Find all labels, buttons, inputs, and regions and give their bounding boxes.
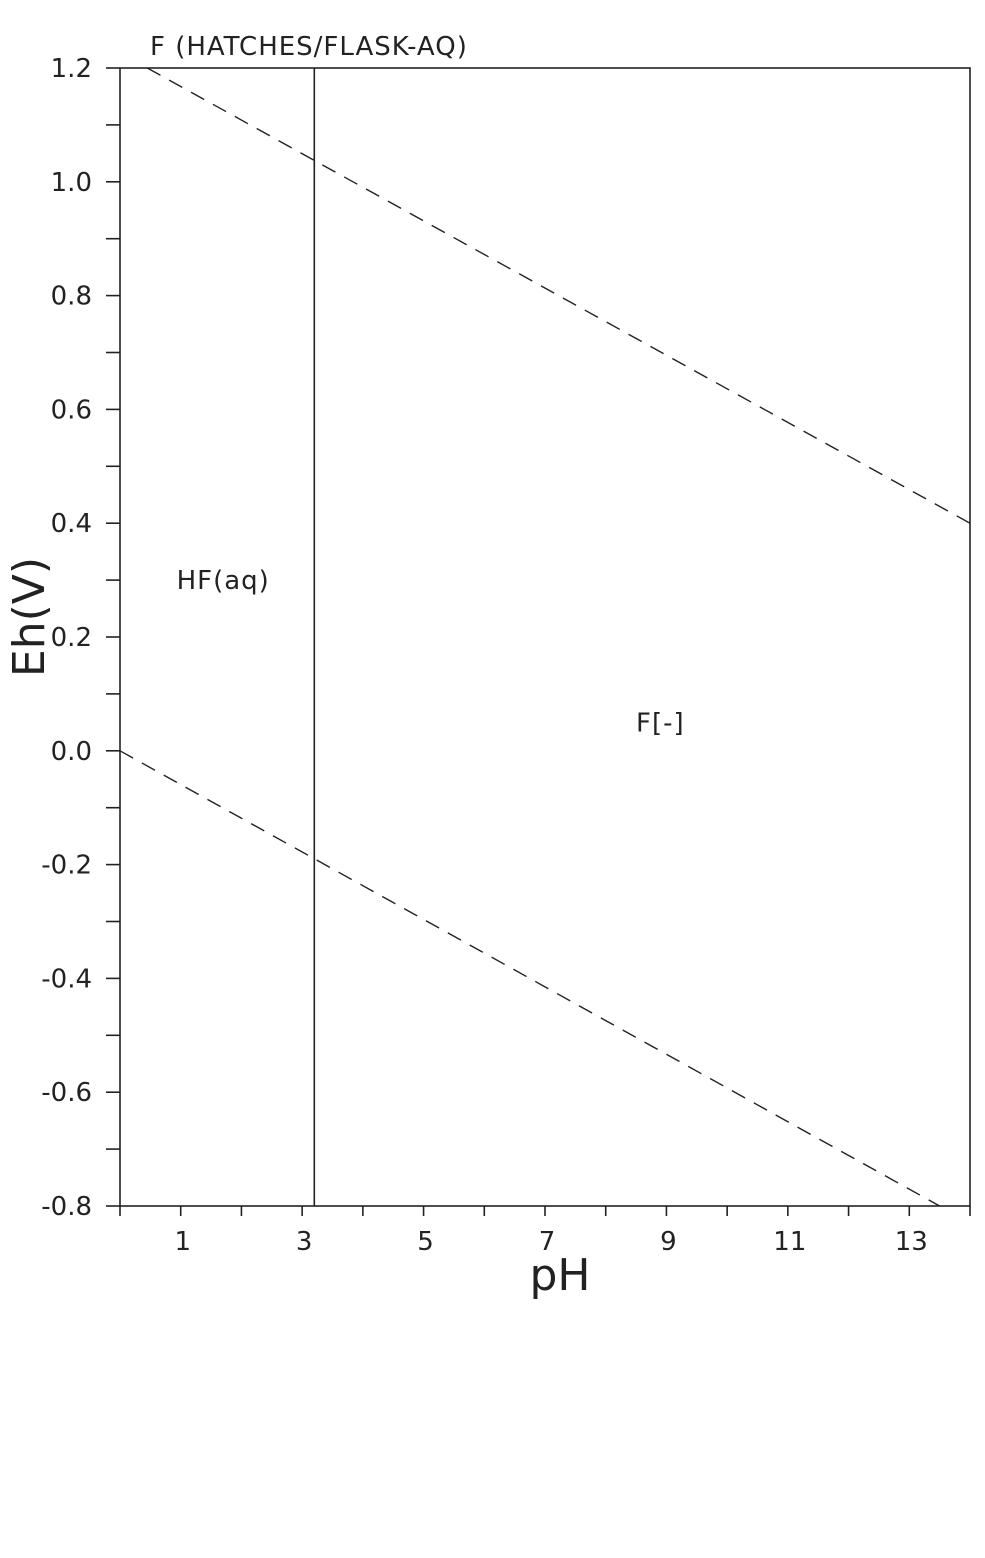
y-tick-label: 0.6	[51, 395, 92, 425]
y-axis-ticks: 1.2 1.0 0.8 0.6 0.4 0.2 0.0 -0.2 -0.4 -0.6 -0.8	[41, 54, 120, 1222]
x-tick-label: 9	[660, 1227, 677, 1257]
boundary-lines	[119, 67, 971, 1207]
y-tick-label: 0.2	[51, 623, 92, 653]
region-label: HF(aq)	[177, 566, 270, 596]
x-axis-label: pH	[529, 1250, 590, 1301]
water-stability-line-1	[146, 67, 971, 524]
y-tick-label: -0.6	[41, 1078, 92, 1108]
x-axis-ticks: 1 3 5 7 9 11 13	[119, 1206, 971, 1257]
region-labels: HF(aq) F[-]	[177, 566, 685, 738]
y-tick-label: 0.4	[51, 509, 92, 539]
x-tick-label: 7	[539, 1227, 556, 1257]
y-tick-label: -0.4	[41, 964, 92, 994]
y-tick-label: 0.0	[51, 737, 92, 767]
x-tick-label: 3	[296, 1227, 313, 1257]
chart-title: F (HATCHES/FLASK-AQ)	[150, 32, 468, 62]
y-tick-label: 0.8	[51, 282, 92, 312]
y-tick-label: -0.8	[41, 1192, 92, 1222]
x-tick-label: 1	[174, 1227, 191, 1257]
x-tick-label: 11	[773, 1227, 806, 1257]
region-label: F[-]	[636, 708, 685, 738]
y-tick-label: 1.2	[51, 54, 92, 84]
y-axis-label: Eh(V)	[4, 557, 55, 677]
y-tick-label: 1.0	[51, 168, 92, 198]
y-tick-label: -0.2	[41, 851, 92, 881]
x-tick-label: 13	[895, 1227, 928, 1257]
x-tick-label: 5	[417, 1227, 434, 1257]
water-stability-line-2	[119, 750, 940, 1207]
